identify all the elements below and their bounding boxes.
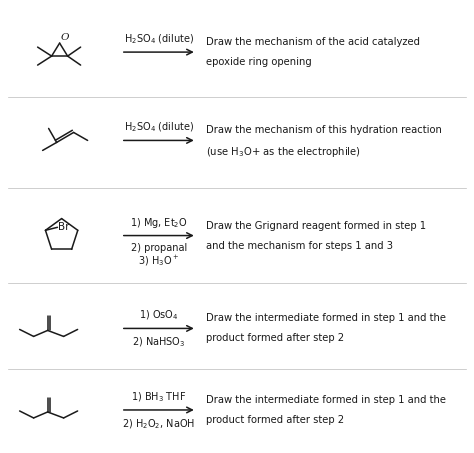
Text: (use H$_3$O+ as the electrophile): (use H$_3$O+ as the electrophile) xyxy=(206,145,361,159)
Text: H$_2$SO$_4$ (dilute): H$_2$SO$_4$ (dilute) xyxy=(124,121,194,135)
Text: 1) BH$_3$ THF: 1) BH$_3$ THF xyxy=(131,390,186,404)
Text: 2) propanal: 2) propanal xyxy=(131,242,187,253)
Text: and the mechanism for steps 1 and 3: and the mechanism for steps 1 and 3 xyxy=(206,241,393,251)
Text: product formed after step 2: product formed after step 2 xyxy=(206,415,344,425)
Text: 3) H$_3$O$^+$: 3) H$_3$O$^+$ xyxy=(138,254,179,268)
Text: 1) Mg, Et$_2$O: 1) Mg, Et$_2$O xyxy=(130,216,188,230)
Text: 1) OsO$_4$: 1) OsO$_4$ xyxy=(139,309,179,323)
Text: Br: Br xyxy=(58,222,70,232)
Text: epoxide ring opening: epoxide ring opening xyxy=(206,57,312,67)
Text: Draw the Grignard reagent formed in step 1: Draw the Grignard reagent formed in step… xyxy=(206,221,426,231)
Text: O: O xyxy=(61,33,69,42)
Text: H$_2$SO$_4$ (dilute): H$_2$SO$_4$ (dilute) xyxy=(124,33,194,46)
Text: Draw the intermediate formed in step 1 and the: Draw the intermediate formed in step 1 a… xyxy=(206,395,446,405)
Text: 2) H$_2$O$_2$, NaOH: 2) H$_2$O$_2$, NaOH xyxy=(122,417,195,430)
Text: Draw the intermediate formed in step 1 and the: Draw the intermediate formed in step 1 a… xyxy=(206,313,446,323)
Text: Draw the mechanism of this hydration reaction: Draw the mechanism of this hydration rea… xyxy=(206,125,442,135)
Text: product formed after step 2: product formed after step 2 xyxy=(206,333,344,343)
Text: Draw the mechanism of the acid catalyzed: Draw the mechanism of the acid catalyzed xyxy=(206,37,420,47)
Text: 2) NaHSO$_3$: 2) NaHSO$_3$ xyxy=(132,335,185,349)
